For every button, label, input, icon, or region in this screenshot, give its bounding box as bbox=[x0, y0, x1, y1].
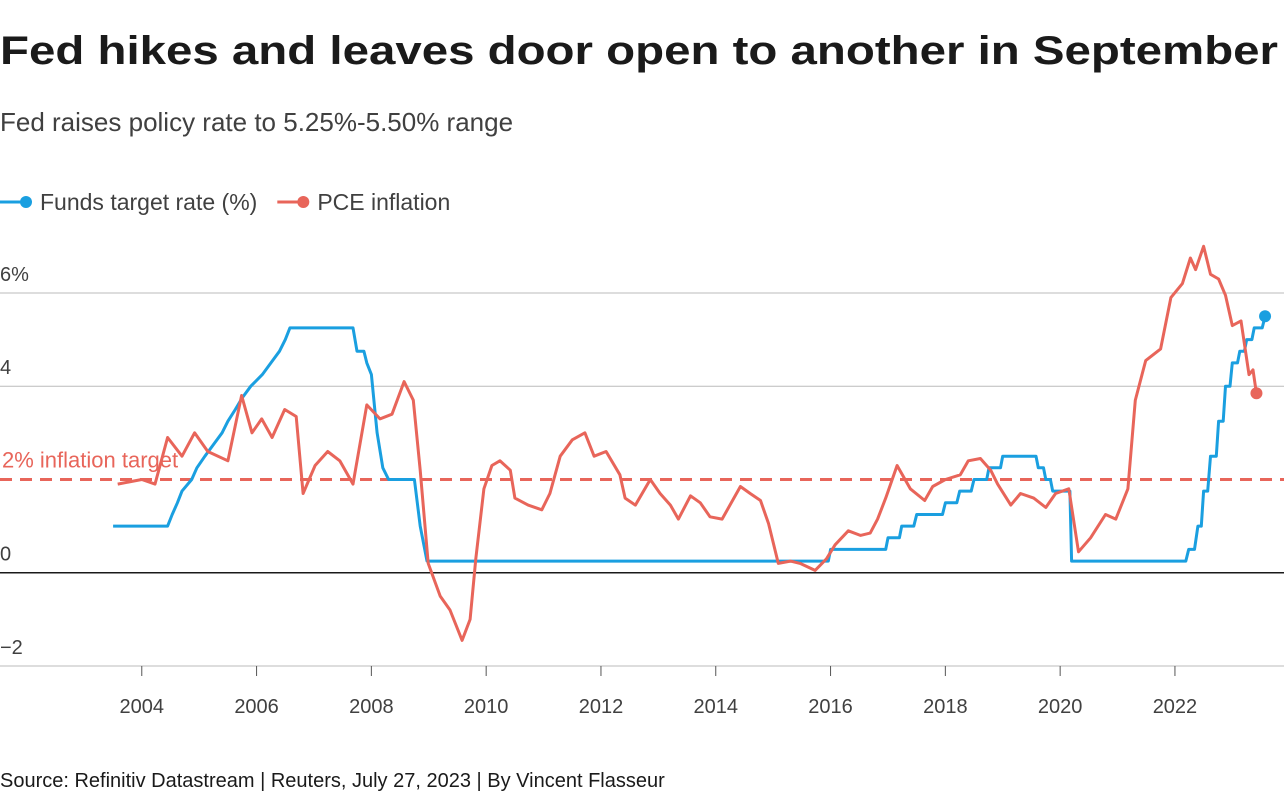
legend-label: Funds target rate (%) bbox=[40, 189, 257, 215]
series-line bbox=[113, 315, 1267, 563]
y-tick-label: 4 bbox=[0, 357, 11, 379]
x-tick-label: 2010 bbox=[464, 696, 509, 718]
source: Source: Refinitiv Datastream | Reuters, … bbox=[0, 770, 665, 792]
legend-dot bbox=[297, 196, 310, 208]
y-tick-label: 6% bbox=[0, 264, 29, 286]
x-tick-label: 2004 bbox=[120, 696, 165, 718]
y-tick-label: 0 bbox=[0, 544, 11, 566]
chart-title: Fed hikes and leaves door open to anothe… bbox=[0, 29, 1278, 73]
x-tick-label: 2022 bbox=[1153, 696, 1198, 718]
legend-dot bbox=[20, 196, 32, 208]
x-tick-label: 2018 bbox=[923, 696, 968, 718]
y-tick-label: −2 bbox=[0, 637, 23, 659]
end-dot bbox=[1259, 310, 1272, 323]
x-tick-label: 2012 bbox=[579, 696, 624, 718]
x-tick-label: 2014 bbox=[694, 696, 739, 718]
x-tick-label: 2016 bbox=[808, 696, 853, 718]
series-line bbox=[117, 244, 1258, 642]
x-tick-label: 2006 bbox=[234, 696, 279, 718]
chart-subtitle: Fed raises policy rate to 5.25%-5.50% ra… bbox=[0, 107, 513, 137]
legend-label: PCE inflation bbox=[317, 189, 450, 215]
annotation: 2% inflation target bbox=[2, 447, 178, 472]
x-tick-label: 2020 bbox=[1038, 696, 1083, 718]
x-tick-label: 2008 bbox=[349, 696, 394, 718]
end-dot bbox=[1250, 387, 1263, 400]
